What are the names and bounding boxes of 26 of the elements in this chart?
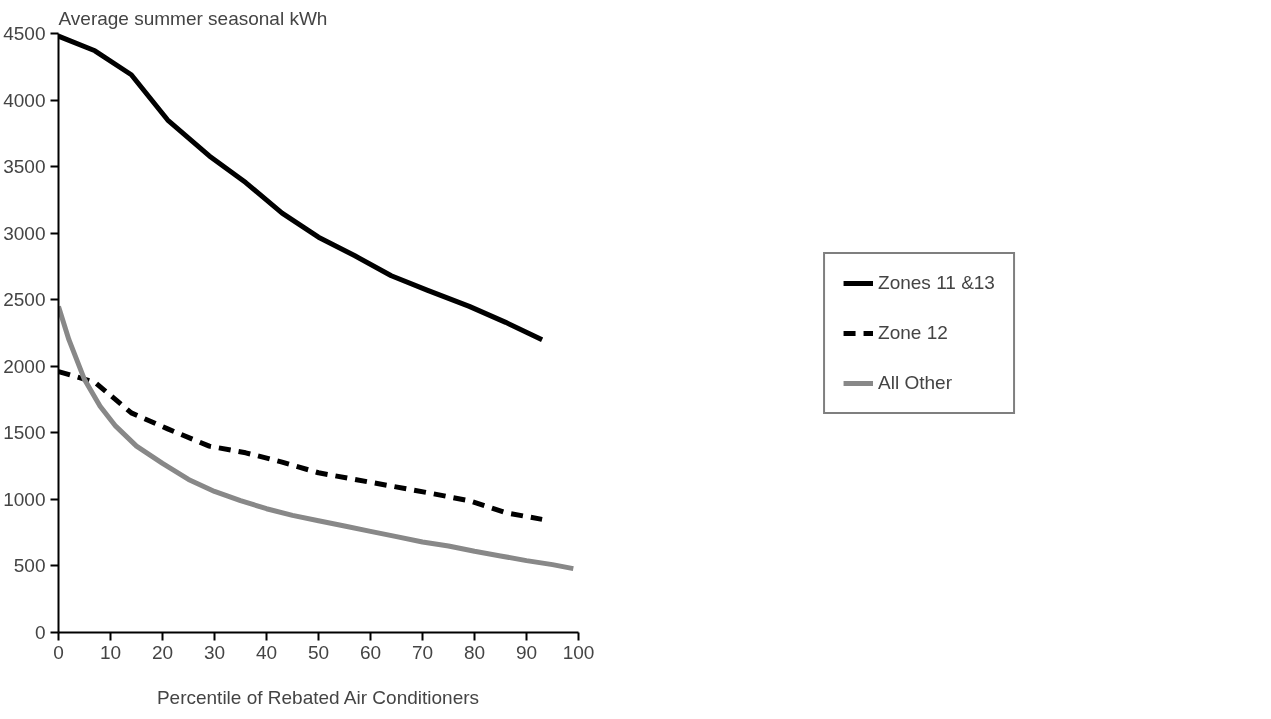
y-tick-label: 2000	[3, 355, 46, 377]
x-tick-label: 100	[562, 641, 595, 663]
x-tick-label: 50	[307, 641, 330, 663]
y-tick-label: 0	[34, 622, 46, 643]
y-tick-label: 500	[13, 555, 46, 577]
y-tick-label: 4000	[3, 89, 46, 111]
x-tick-label: 0	[53, 641, 64, 663]
x-tick-label: 20	[151, 641, 174, 663]
x-tick-label: 30	[203, 641, 226, 663]
x-tick-label: 70	[411, 641, 434, 663]
legend-label: Zones 11 &13	[878, 271, 995, 294]
y-tick-label: 1500	[3, 422, 46, 444]
y-tick-label: 3500	[3, 156, 46, 178]
y-tick-label: 2500	[3, 289, 46, 311]
legend-label: All Other	[878, 371, 952, 394]
x-tick-label: 60	[359, 641, 382, 663]
x-tick-label: 90	[515, 641, 538, 663]
x-tick-label: 40	[255, 641, 278, 663]
y-tick-label: 4500	[3, 23, 46, 44]
legend-label: Zone 12	[878, 321, 948, 344]
y-axis-title: Average summer seasonal kWh	[58, 7, 328, 29]
x-tick-label: 80	[463, 641, 486, 663]
x-tick-label: 10	[99, 641, 122, 663]
y-tick-label: 1000	[3, 488, 46, 510]
y-tick-label: 3000	[3, 222, 46, 244]
x-axis-title: Percentile of Rebated Air Conditioners	[156, 686, 480, 708]
